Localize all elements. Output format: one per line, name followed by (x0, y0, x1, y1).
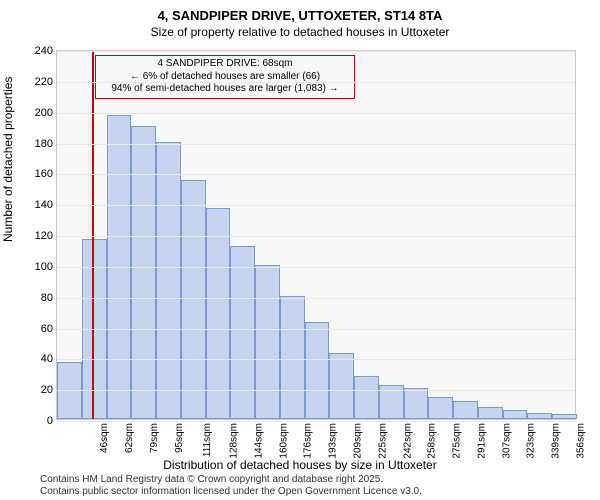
histogram-bar (305, 322, 330, 419)
histogram-bar (428, 397, 453, 419)
y-gridline (57, 390, 575, 391)
x-tick-label: 209sqm (353, 423, 364, 459)
y-gridline (57, 174, 575, 175)
x-tick-label: 62sqm (124, 423, 135, 453)
y-tick-label: 180 (35, 138, 53, 150)
x-tick-label: 242sqm (402, 423, 413, 459)
histogram-bar (453, 401, 478, 420)
y-tick-label: 0 (47, 415, 53, 427)
x-tick-label: 79sqm (149, 423, 160, 453)
y-tick-label: 100 (35, 261, 53, 273)
y-tick-label: 20 (41, 384, 53, 396)
y-tick-label: 140 (35, 199, 53, 211)
x-tick-label: 258sqm (427, 423, 438, 459)
bars-group (57, 51, 575, 419)
y-gridline (57, 236, 575, 237)
y-gridline (57, 113, 575, 114)
y-tick-label: 200 (35, 107, 53, 119)
x-axis-label: Distribution of detached houses by size … (0, 458, 600, 472)
x-tick-label: 339sqm (551, 423, 562, 459)
histogram-bar (404, 388, 429, 419)
x-tick-label: 144sqm (254, 423, 265, 459)
histogram-bar (131, 126, 156, 419)
x-tick-label: 225sqm (377, 423, 388, 459)
annotation-line: 4 SANDPIPER DRIVE: 68sqm (100, 58, 350, 71)
chart-container: 4, SANDPIPER DRIVE, UTTOXETER, ST14 8TA … (0, 0, 600, 500)
histogram-bar (329, 353, 354, 419)
footer-line-1: Contains HM Land Registry data © Crown c… (40, 474, 422, 486)
y-tick-label: 60 (41, 323, 53, 335)
x-tick-label: 307sqm (501, 423, 512, 459)
x-tick-label: 95sqm (174, 423, 185, 453)
y-tick-label: 160 (35, 168, 53, 180)
histogram-bar (503, 410, 528, 419)
y-gridline (57, 359, 575, 360)
histogram-bar (478, 407, 503, 419)
y-gridline (57, 51, 575, 52)
x-tick-label: 356sqm (575, 423, 586, 459)
y-tick-label: 220 (35, 76, 53, 88)
x-tick-label: 128sqm (229, 423, 240, 459)
histogram-bar (354, 376, 379, 419)
title-main: 4, SANDPIPER DRIVE, UTTOXETER, ST14 8TA (0, 0, 600, 23)
reference-marker-line (92, 51, 94, 419)
histogram-bar (280, 296, 305, 419)
histogram-bar (206, 208, 231, 419)
x-tick-label: 46sqm (99, 423, 110, 453)
y-axis-label: Number of detached properties (1, 77, 15, 242)
footer-line-2: Contains public sector information licen… (40, 486, 422, 498)
y-gridline (57, 267, 575, 268)
histogram-bar (552, 414, 577, 419)
y-gridline (57, 205, 575, 206)
y-tick-label: 120 (35, 230, 53, 242)
histogram-bar (156, 142, 181, 420)
attribution-footer: Contains HM Land Registry data © Crown c… (40, 474, 422, 498)
histogram-bar (255, 265, 280, 419)
y-gridline (57, 329, 575, 330)
y-tick-label: 40 (41, 353, 53, 365)
histogram-bar (527, 413, 552, 419)
y-tick-label: 240 (35, 45, 53, 57)
x-tick-label: 111sqm (203, 423, 214, 457)
annotation-line: 94% of semi-detached houses are larger (… (100, 83, 350, 96)
chart-plot-area: 4 SANDPIPER DRIVE: 68sqm← 6% of detached… (56, 50, 576, 420)
histogram-bar (181, 180, 206, 419)
x-tick-label: 160sqm (278, 423, 289, 459)
annotation-box: 4 SANDPIPER DRIVE: 68sqm← 6% of detached… (95, 55, 355, 99)
y-gridline (57, 298, 575, 299)
x-tick-label: 193sqm (328, 423, 339, 459)
x-tick-label: 291sqm (476, 423, 487, 459)
x-tick-label: 176sqm (303, 423, 314, 459)
y-tick-label: 80 (41, 292, 53, 304)
histogram-bar (230, 246, 255, 419)
title-sub: Size of property relative to detached ho… (0, 23, 600, 39)
y-gridline (57, 144, 575, 145)
x-tick-label: 275sqm (452, 423, 463, 459)
y-gridline (57, 421, 575, 422)
y-gridline (57, 82, 575, 83)
x-tick-label: 323sqm (526, 423, 537, 459)
